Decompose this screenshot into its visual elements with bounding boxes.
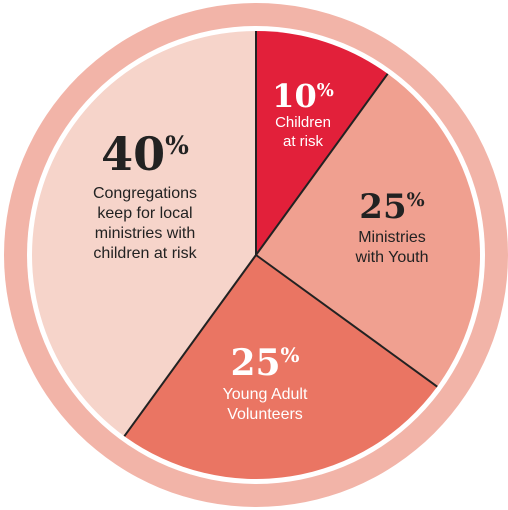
slice-label-line-3-1: keep for local (97, 205, 192, 222)
slice-divider-2 (255, 254, 438, 388)
slice-percent-3: 40% (101, 127, 189, 181)
slice-label-2: 25% Young Adult Volunteers (223, 342, 308, 423)
slice-dividers (123, 31, 438, 437)
slice-divider-1 (255, 73, 389, 256)
slice-percent-0: 10% (272, 77, 334, 115)
slice-label-1: 25% Ministries with Youth (355, 187, 429, 266)
slice-label-line-0-1: at risk (283, 133, 324, 150)
slice-labels: 10%Children at risk 25% Ministries with Yout… (93, 77, 429, 423)
slice-label-line-1-0: Ministries (358, 229, 426, 246)
slice-label-line-1-1: with Youth (355, 249, 429, 266)
pie-slice-1 (256, 73, 480, 387)
slice-label-line-3-3: children at risk (93, 245, 197, 262)
slice-percent-2: 25% (230, 342, 299, 384)
pie-slice-0 (256, 31, 388, 255)
slice-label-line-2-0: Young Adult (223, 386, 308, 403)
slices-layer (31, 31, 480, 480)
slice-label-line-0-0: Children (275, 114, 331, 131)
slice-percent-1: 25% (359, 187, 424, 227)
pie-slice-3 (31, 31, 257, 437)
slice-label-line-3-2: ministries with (95, 225, 195, 242)
slice-label-line-2-1: Volunteers (227, 406, 303, 423)
slice-label-0: 10%Children at risk (272, 77, 334, 150)
slice-label-3: 40% Congregations keep for local ministries… (93, 127, 198, 262)
slice-label-line-3-0: Congregations (93, 185, 197, 202)
slice-divider-3 (123, 254, 257, 437)
pie-slice-2 (124, 255, 438, 480)
